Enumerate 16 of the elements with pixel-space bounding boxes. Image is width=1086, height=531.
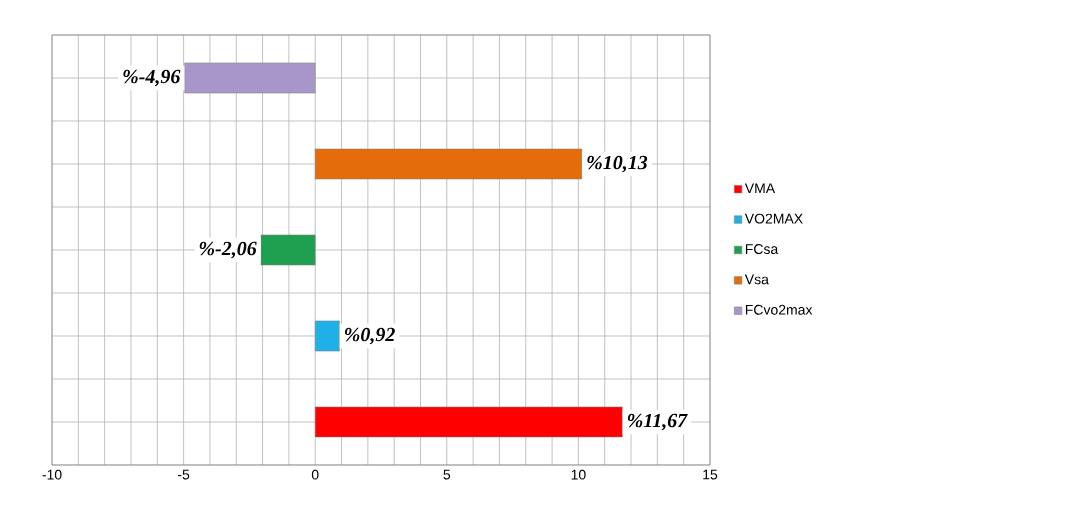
data-label: %-4,96 <box>123 69 181 87</box>
data-label: %10,13 <box>587 155 648 173</box>
legend-label: VO2MAX <box>744 213 803 224</box>
x-tick-label: -10 <box>42 469 62 480</box>
data-label: %11,67 <box>627 413 688 431</box>
x-tick-label: 0 <box>311 469 319 480</box>
x-tick-label: 10 <box>571 469 586 480</box>
x-tick-label: -5 <box>178 469 190 480</box>
legend-label: FCsa <box>745 244 779 255</box>
legend-label: Vsa <box>744 274 769 285</box>
x-tick-label: 5 <box>443 469 451 480</box>
legend-label: VMA <box>744 183 776 193</box>
x-tick-label: 15 <box>703 469 718 480</box>
data-label: %0,92 <box>344 327 395 345</box>
legend-label: FCvo2max <box>745 304 813 315</box>
data-label: %-2,06 <box>199 241 257 259</box>
